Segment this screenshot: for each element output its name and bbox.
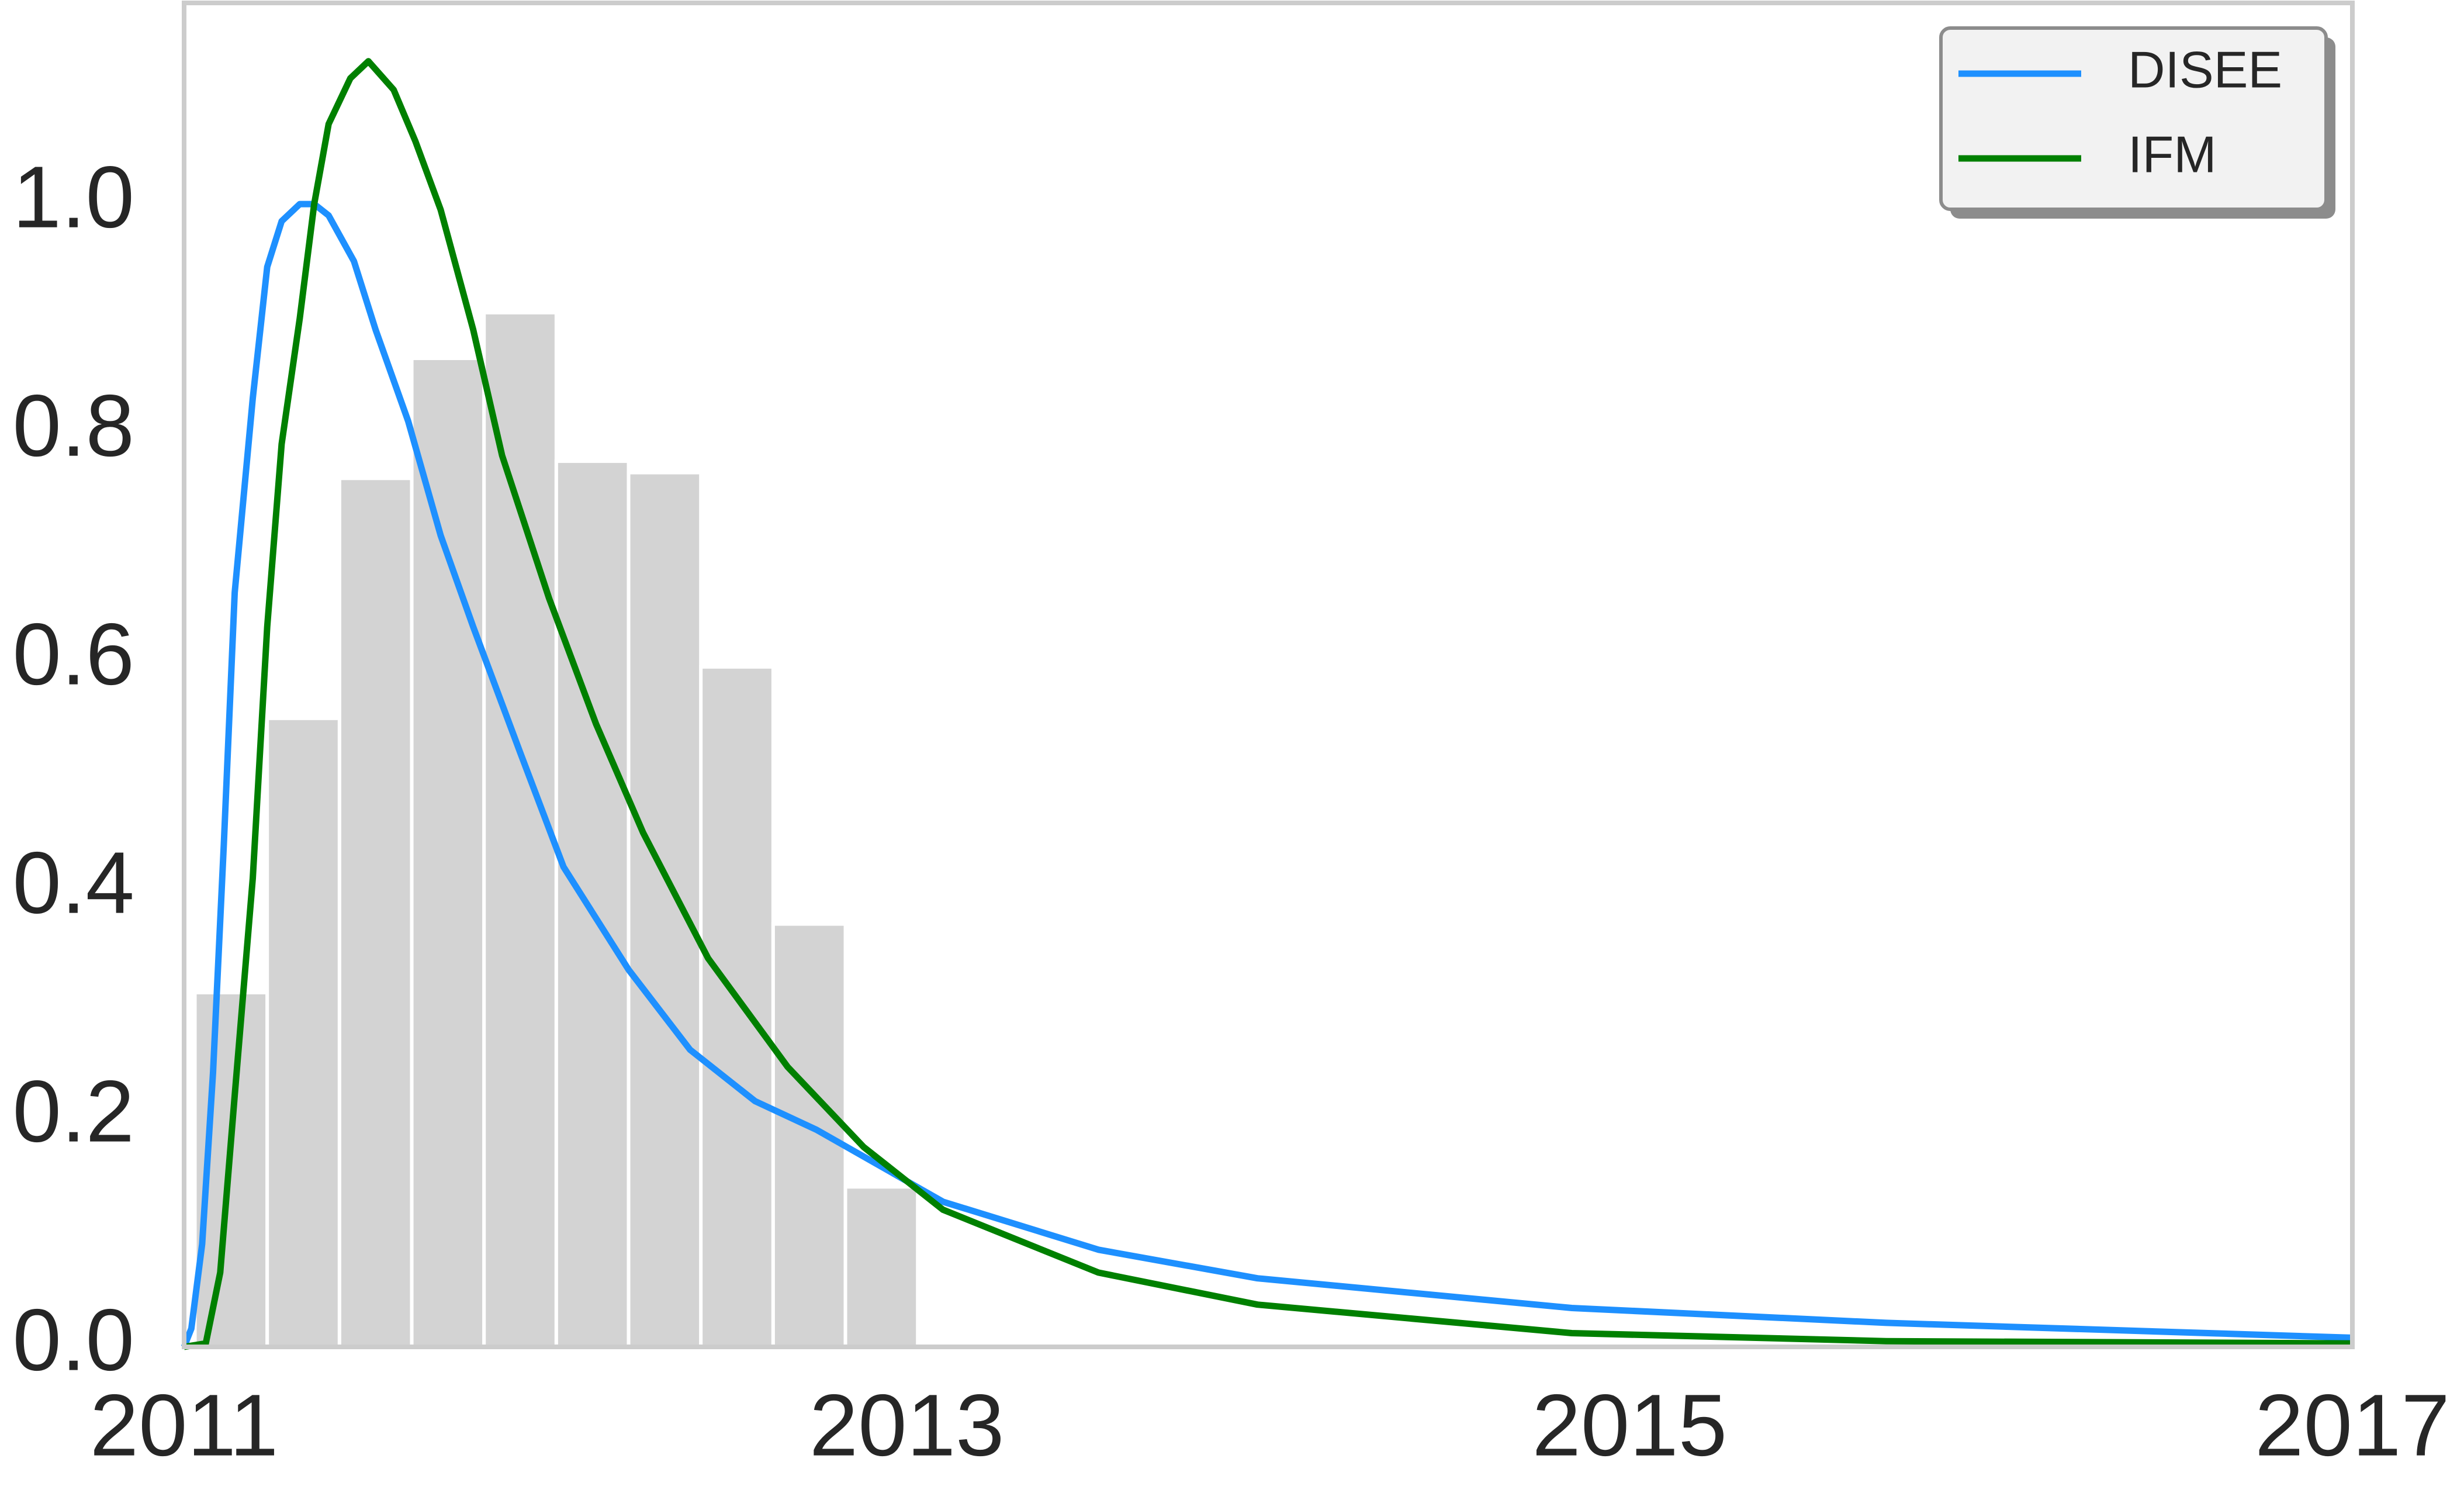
line-series [184, 58, 2353, 1350]
y-tick-label: 0.4 [12, 834, 134, 932]
y-tick-label: 0.8 [12, 376, 134, 475]
y-tick-label: 0.6 [12, 605, 134, 703]
legend-label: IFM [2128, 125, 2217, 183]
x-tick-label: 2015 [1532, 1376, 1727, 1474]
bar [771, 922, 847, 1349]
legend-label: DISEE [2128, 40, 2282, 98]
bar [482, 310, 558, 1349]
bar [410, 356, 486, 1349]
bar [337, 476, 414, 1349]
bar [699, 665, 775, 1349]
bar [554, 459, 631, 1349]
plot-frame [182, 1, 2355, 1349]
bar [843, 1185, 920, 1349]
y-tick-label: 0.0 [12, 1291, 134, 1389]
y-tick-label: 0.2 [12, 1062, 134, 1160]
x-tick-label: 2013 [809, 1376, 1005, 1474]
bar [265, 716, 341, 1349]
bar [627, 471, 703, 1349]
y-tick-label: 1.0 [12, 148, 134, 246]
x-tick-label: 2011 [90, 1376, 279, 1474]
x-tick-label: 2017 [2255, 1376, 2450, 1474]
line-series [181, 201, 2353, 1349]
